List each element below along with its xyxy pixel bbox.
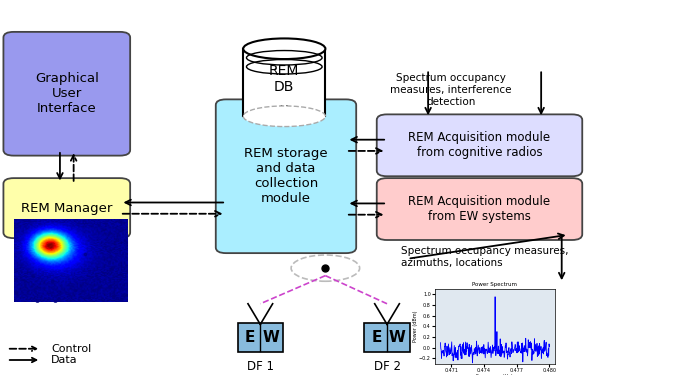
Text: Spectrum occupancy
measures, interference
detection: Spectrum occupancy measures, interferenc… [390,74,512,106]
FancyBboxPatch shape [216,99,356,253]
X-axis label: Frequency (Hz): Frequency (Hz) [477,374,513,375]
Point [112,295,123,301]
Text: Data: Data [51,355,78,365]
Text: DF 1: DF 1 [247,360,274,373]
Text: REM Acquisition module
from cognitive radios: REM Acquisition module from cognitive ra… [408,131,551,159]
Point [69,287,80,293]
Point [49,298,60,304]
Bar [364,323,410,352]
Point [27,273,38,279]
Point [94,284,105,290]
Point [89,286,100,292]
Point [79,251,90,257]
Title: Power Spectrum: Power Spectrum [473,282,517,287]
Y-axis label: Power (dBm): Power (dBm) [412,310,418,342]
Point [32,298,42,304]
FancyBboxPatch shape [377,114,582,176]
Point [115,217,126,223]
Text: REM
DB: REM DB [269,64,299,94]
Bar [238,323,283,352]
Text: Control: Control [51,344,92,354]
Point [11,290,22,296]
Bar [243,49,325,116]
Point [47,278,58,284]
Point [108,294,119,300]
Text: REM Acquisition module
from EW systems: REM Acquisition module from EW systems [408,195,551,223]
Point [106,264,117,270]
Text: REM storage
and data
collection
module: REM storage and data collection module [244,147,328,205]
Ellipse shape [243,39,325,59]
Text: DF 2: DF 2 [373,360,401,373]
Text: REM Manager: REM Manager [21,202,112,214]
Ellipse shape [243,106,325,127]
Text: W: W [389,330,406,345]
FancyBboxPatch shape [3,178,130,238]
FancyBboxPatch shape [377,178,582,240]
Text: W: W [262,330,279,345]
FancyBboxPatch shape [3,32,130,156]
Point [112,236,123,242]
Text: E: E [245,330,256,345]
Text: Spectrum occupancy measures,
azimuths, locations: Spectrum occupancy measures, azimuths, l… [401,246,569,268]
Point [116,296,127,302]
Text: E: E [371,330,382,345]
Text: Graphical
User
Interface: Graphical User Interface [35,72,99,115]
